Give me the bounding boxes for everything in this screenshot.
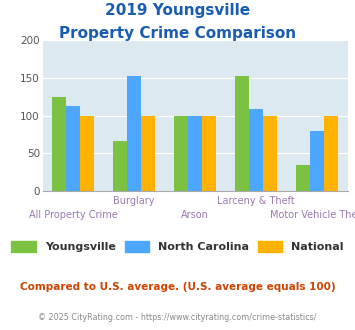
- Bar: [296, 165, 310, 191]
- Bar: [66, 106, 80, 191]
- Bar: [263, 115, 277, 191]
- Text: Motor Vehicle Theft: Motor Vehicle Theft: [270, 210, 355, 219]
- Bar: [235, 76, 249, 191]
- Bar: [249, 110, 263, 191]
- Bar: [324, 115, 338, 191]
- Text: Property Crime Comparison: Property Crime Comparison: [59, 26, 296, 41]
- Bar: [52, 97, 66, 191]
- Bar: [202, 115, 216, 191]
- Legend: Youngsville, North Carolina, National: Youngsville, North Carolina, National: [7, 237, 348, 257]
- Bar: [174, 115, 188, 191]
- Bar: [188, 115, 202, 191]
- Bar: [80, 115, 94, 191]
- Bar: [127, 76, 141, 191]
- Text: 2019 Youngsville: 2019 Youngsville: [105, 3, 250, 18]
- Text: Compared to U.S. average. (U.S. average equals 100): Compared to U.S. average. (U.S. average …: [20, 282, 335, 292]
- Text: Larceny & Theft: Larceny & Theft: [217, 196, 295, 206]
- Bar: [141, 115, 155, 191]
- Text: Burglary: Burglary: [114, 196, 155, 206]
- Bar: [113, 141, 127, 191]
- Text: All Property Crime: All Property Crime: [29, 210, 118, 219]
- Text: Arson: Arson: [181, 210, 209, 219]
- Text: © 2025 CityRating.com - https://www.cityrating.com/crime-statistics/: © 2025 CityRating.com - https://www.city…: [38, 314, 317, 322]
- Bar: [310, 131, 324, 191]
